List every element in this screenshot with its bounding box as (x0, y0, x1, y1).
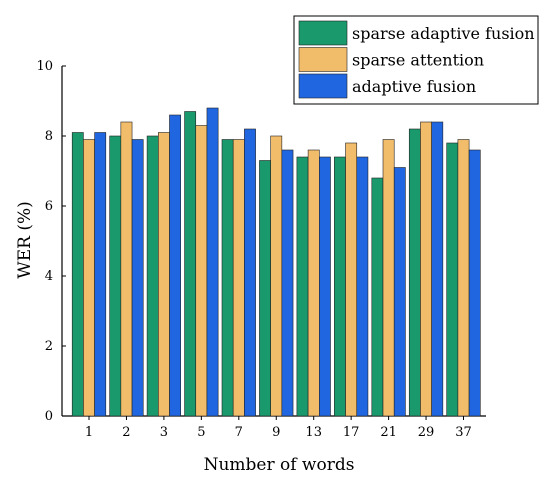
bar-sparse-adaptive-fusion-21 (371, 177, 384, 417)
legend-swatch (298, 73, 348, 99)
x-axis-label: Number of words (204, 455, 355, 475)
bar-adaptive-fusion-9 (281, 149, 294, 417)
bar-sparse-attention-5 (195, 125, 208, 417)
x-tick-label: 9 (272, 425, 280, 440)
x-tick-label: 17 (343, 425, 360, 440)
bar-sparse-attention-37 (457, 139, 470, 417)
bar-adaptive-fusion-17 (356, 156, 369, 417)
bar-sparse-attention-2 (120, 121, 133, 417)
bar-adaptive-fusion-29 (431, 121, 444, 417)
bar-sparse-attention-13 (307, 149, 320, 417)
legend-swatch (298, 20, 348, 46)
bar-sparse-adaptive-fusion-37 (446, 142, 459, 417)
bar-adaptive-fusion-13 (318, 156, 331, 417)
y-tick-label: 6 (45, 199, 53, 214)
bar-sparse-adaptive-fusion-1 (71, 132, 84, 417)
bar-adaptive-fusion-37 (468, 149, 481, 417)
x-tick-label: 5 (197, 425, 205, 440)
bar-sparse-adaptive-fusion-2 (109, 135, 122, 417)
x-tick-label: 37 (455, 425, 472, 440)
bar-sparse-adaptive-fusion-29 (408, 128, 421, 417)
bar-sparse-adaptive-fusion-7 (221, 139, 234, 417)
legend-label: sparse adaptive fusion (352, 24, 535, 43)
y-tick-label: 2 (45, 339, 53, 354)
x-tick-label: 29 (418, 425, 435, 440)
bar-sparse-adaptive-fusion-9 (259, 160, 271, 417)
x-tick-label: 13 (305, 425, 322, 440)
y-axis-label: WER (%) (15, 201, 35, 279)
x-tick-label: 3 (160, 425, 168, 440)
bar-sparse-adaptive-fusion-13 (296, 156, 309, 417)
bar-adaptive-fusion-2 (131, 139, 144, 417)
x-tick-label: 2 (122, 425, 130, 440)
bar-adaptive-fusion-3 (169, 114, 181, 417)
bar-adaptive-fusion-1 (94, 132, 107, 417)
legend-label: adaptive fusion (352, 77, 476, 96)
bar-sparse-adaptive-fusion-5 (184, 111, 197, 417)
bar-sparse-attention-17 (345, 142, 358, 417)
legend-label: sparse attention (352, 51, 484, 70)
legend-swatch (298, 47, 348, 72)
y-tick-label: 0 (45, 409, 53, 424)
legend: sparse adaptive fusion sparse attention ad… (293, 15, 539, 105)
bar-adaptive-fusion-7 (244, 128, 256, 417)
bar-sparse-attention-29 (420, 121, 432, 417)
y-tick-label: 4 (45, 269, 53, 284)
bar-sparse-attention-3 (158, 132, 170, 417)
bar-sparse-attention-9 (270, 135, 283, 417)
y-tick-label: 8 (45, 129, 53, 144)
x-tick-label: 7 (235, 425, 243, 440)
bar-adaptive-fusion-21 (393, 167, 406, 417)
y-tick-labels: 0 2 4 6 8 10 (36, 59, 66, 424)
x-tick-labels: 1 2 3 5 7 9 13 17 21 29 37 (85, 416, 472, 440)
bar-adaptive-fusion-5 (206, 107, 219, 417)
y-tick-label: 10 (36, 59, 53, 74)
x-tick-label: 1 (85, 425, 93, 440)
bar-sparse-attention-21 (382, 139, 395, 417)
bar-sparse-attention-1 (83, 139, 95, 417)
x-tick-label: 21 (380, 425, 397, 440)
bar-sparse-adaptive-fusion-17 (334, 156, 346, 417)
bars (71, 107, 481, 417)
bar-sparse-attention-7 (232, 139, 245, 417)
bar-sparse-adaptive-fusion-3 (146, 135, 159, 417)
